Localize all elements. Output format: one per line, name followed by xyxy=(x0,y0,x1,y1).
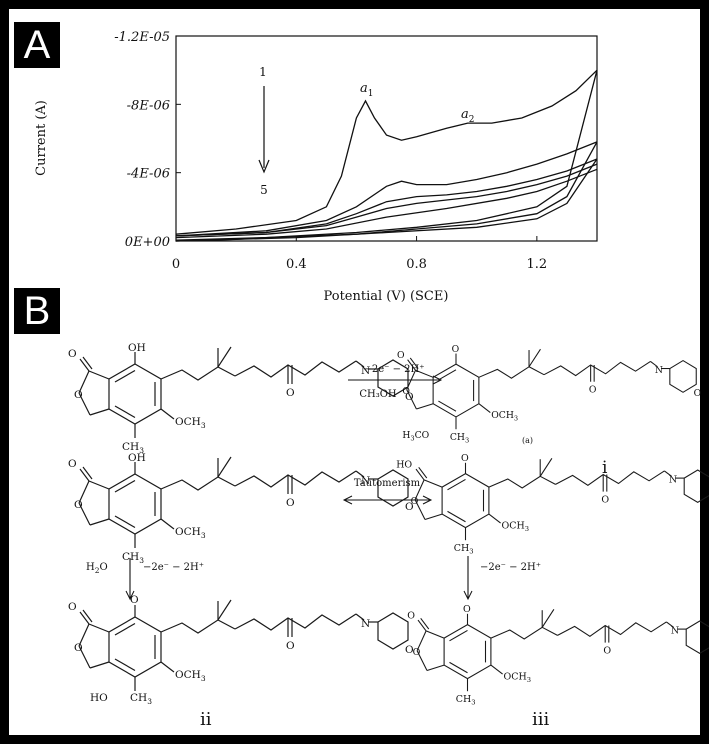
atom-o: O xyxy=(463,604,471,615)
panel-label-b: B xyxy=(14,288,60,334)
atom-o: O xyxy=(461,453,469,464)
atom-o: O xyxy=(130,594,139,606)
atom-o: O xyxy=(286,387,295,399)
cv-curve-7 xyxy=(175,141,598,241)
x-ticks: 0 0.4 0.8 1.2 xyxy=(172,236,547,272)
atom-n: N xyxy=(655,365,663,376)
arrow1-condition-top: −2e⁻ − 2H⁺ xyxy=(363,364,424,375)
atom-o: O xyxy=(74,389,83,401)
x-tick-label: 0 xyxy=(172,257,180,272)
molecule-start: O OH O OCH3 CH3 O N O xyxy=(68,342,414,455)
label-ii: ii xyxy=(200,709,212,730)
decrease-arrow-head xyxy=(258,159,270,174)
tautomerism-arrow-head-left xyxy=(342,495,353,505)
atom-o: O xyxy=(286,497,295,509)
atom-n: N xyxy=(671,626,679,637)
y-tick-label: -4E-06 xyxy=(127,167,170,182)
atom-o: O xyxy=(402,386,410,397)
label-iii: iii xyxy=(532,709,550,730)
arrow-down-left-head xyxy=(125,590,135,601)
cv-curve-4 xyxy=(175,163,598,237)
x-tick-label: 1.2 xyxy=(527,257,548,272)
atom-o: O xyxy=(413,647,421,658)
peak-a1-label: a1 xyxy=(360,81,374,99)
label-a: (a) xyxy=(522,436,533,445)
atom-o: O xyxy=(694,388,702,399)
atom-ch3: CH3 xyxy=(130,692,152,706)
cv-curve-1 xyxy=(175,69,598,235)
atom-n: N xyxy=(669,475,677,486)
plot-frame xyxy=(175,35,598,242)
atom-ch3: CH3 xyxy=(454,543,474,556)
atom-n: N xyxy=(361,618,370,630)
arrow-down-right-condition: −2e⁻ − 2H⁺ xyxy=(480,562,541,573)
voltammogram-chart: 0 0.4 0.8 1.2 0E+00 -4E-06 -8E-06 -1.2E-05 Cur… xyxy=(34,30,598,304)
atom-o: O xyxy=(405,391,414,403)
atom-och3: OCH3 xyxy=(491,410,518,423)
atom-h3co: H3CO xyxy=(402,430,429,443)
molecule-ii: O O O OCH3 HO CH3 O N O xyxy=(68,594,414,706)
y-tick-label: -1.2E-05 xyxy=(114,30,170,45)
tautomerism-label: Tautomerism xyxy=(354,478,421,489)
h2o-label: H2O xyxy=(86,562,108,575)
atom-o: O xyxy=(589,384,597,395)
atom-ch3: CH3 xyxy=(456,694,476,707)
arrow1-head xyxy=(432,375,443,385)
atom-o: O xyxy=(603,645,611,656)
atom-ch3: CH3 xyxy=(122,441,144,455)
atom-ch3: CH3 xyxy=(122,551,144,565)
molecule-iii: O O O OCH3 CH3 O N O xyxy=(407,604,709,707)
atom-o: O xyxy=(407,610,415,621)
atom-o: O xyxy=(74,642,83,654)
atom-o: O xyxy=(452,344,460,355)
y-axis-label: Current (A) xyxy=(34,100,49,176)
atom-och3: OCH3 xyxy=(502,521,530,534)
y-tick-label: -8E-06 xyxy=(127,98,170,113)
atom-o: O xyxy=(405,501,414,513)
atom-och3: OCH3 xyxy=(175,416,206,430)
atom-o: O xyxy=(286,640,295,652)
atom-och3: OCH3 xyxy=(175,526,206,540)
x-axis-label: Potential (V) (SCE) xyxy=(324,289,449,304)
atom-ho: HO xyxy=(396,459,412,470)
atom-ho: HO xyxy=(90,692,108,704)
arrow1-condition-bottom: CH₃OH xyxy=(359,389,397,400)
atom-ch3: CH3 xyxy=(450,432,469,445)
annotation-end: 5 xyxy=(260,183,268,197)
x-tick-label: 0.4 xyxy=(286,257,307,272)
cv-curve-2 xyxy=(175,141,598,237)
atom-och3: OCH3 xyxy=(175,669,206,683)
label-i: i xyxy=(602,458,608,478)
atom-och3: OCH3 xyxy=(504,672,532,685)
peak-a2-label: a2 xyxy=(461,107,475,125)
annotation-start: 1 xyxy=(259,65,267,79)
atom-o: O xyxy=(405,644,414,656)
atom-o: O xyxy=(74,499,83,511)
atom-oh: OH xyxy=(128,342,146,354)
arrow-down-right-head xyxy=(463,590,473,601)
molecule-a: O O O OCH3 H3CO CH3 O N O xyxy=(397,344,702,445)
molecule-i: HO O O OCH3 CH3 O N O xyxy=(396,453,709,556)
atom-o: O xyxy=(411,496,419,507)
atom-o: O xyxy=(68,601,77,613)
y-tick-label: 0E+00 xyxy=(125,235,170,250)
atom-o: O xyxy=(601,494,609,505)
atom-o: O xyxy=(68,348,77,360)
panel-label-a: A xyxy=(14,22,60,68)
atom-n: N xyxy=(361,475,370,487)
cv-curve-5 xyxy=(175,168,598,239)
cv-curves xyxy=(175,69,598,242)
atom-n: N xyxy=(361,365,370,377)
y-ticks: 0E+00 -4E-06 -8E-06 -1.2E-05 xyxy=(114,30,181,250)
arrow-down-left-condition: −2e⁻ − 2H⁺ xyxy=(143,562,204,573)
x-tick-label: 0.8 xyxy=(406,257,427,272)
atom-o: O xyxy=(397,350,405,361)
cv-curve-3 xyxy=(175,158,598,237)
atom-oh: OH xyxy=(128,452,146,464)
atom-o: O xyxy=(68,458,77,470)
molecule-middle-left: O OH O OCH3 CH3 O N O xyxy=(68,452,414,565)
tautomerism-arrow-head-right xyxy=(422,495,433,505)
